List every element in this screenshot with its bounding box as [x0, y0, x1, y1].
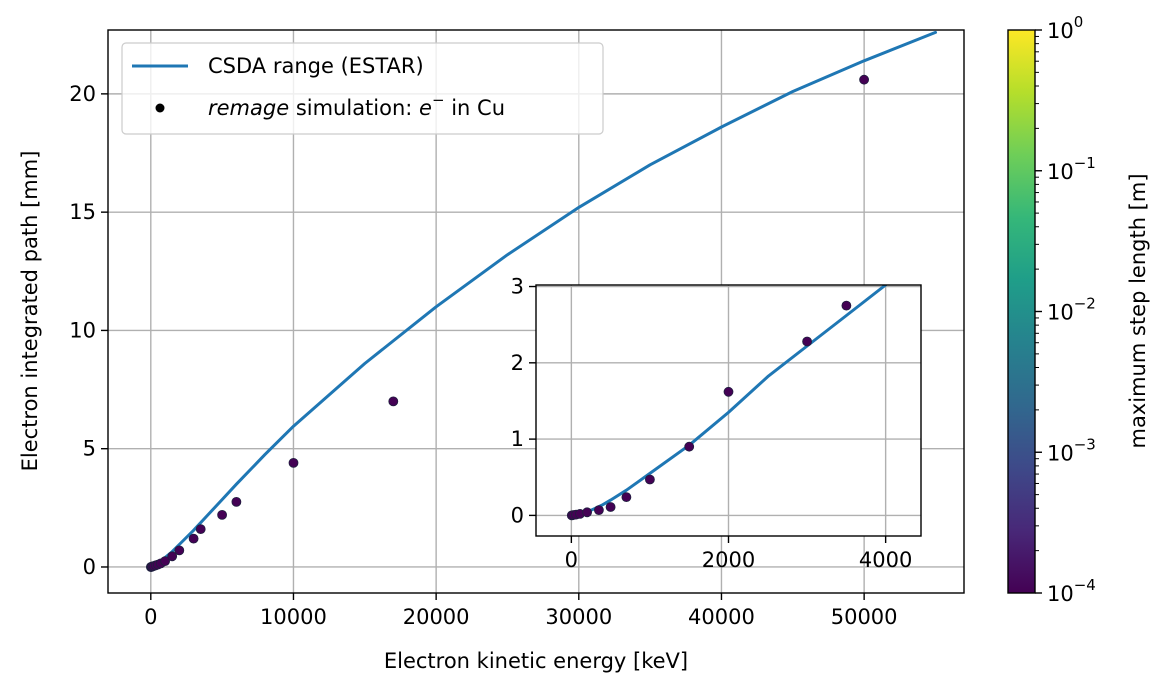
colorbar-tick-label: 10−3 — [1047, 435, 1096, 465]
colorbar: 10−4 10−3 10−2 10−1 100 maximum step length … — [1007, 13, 1150, 606]
inset-simulation-point — [582, 507, 592, 518]
inset-simulation-point — [645, 474, 655, 485]
main-y-tick-label: 15 — [69, 200, 96, 224]
inset-simulation-point — [802, 336, 812, 347]
legend-label-italic: remage — [208, 96, 289, 120]
colorbar-title: maximum step length [m] — [1126, 173, 1150, 448]
inset-y-tick-label: 0 — [511, 503, 524, 527]
inset-x-tick-label: 4000 — [859, 548, 912, 572]
main-x-tick-label: 20000 — [403, 605, 470, 629]
inset-simulation-point — [723, 386, 734, 397]
legend-label-math-sup: − — [432, 91, 445, 109]
main-simulation-point — [231, 496, 242, 507]
main-simulation-point — [217, 510, 228, 520]
inset-grid — [536, 285, 921, 536]
legend-box — [121, 42, 604, 135]
colorbar-ticks: 10−4 10−3 10−2 10−1 100 — [1035, 13, 1096, 606]
main-simulation-point — [160, 556, 171, 566]
main-frame — [107, 29, 965, 594]
colorbar-gradient — [1008, 30, 1035, 593]
legend: CSDA range (ESTAR) remage simulation: e−… — [121, 42, 604, 135]
main-x-tick-label: 40000 — [688, 605, 755, 629]
main-x-tick-label: 30000 — [545, 605, 612, 629]
main-simulation-point — [174, 545, 185, 556]
main-x-tick-label: 50000 — [831, 605, 898, 629]
legend-label-csda: CSDA range (ESTAR) — [208, 54, 424, 78]
y-axis-title: Electron integrated path [mm] — [18, 151, 42, 472]
inset-axes: 0 2000 4000 0 1 2 3 — [511, 275, 922, 572]
main-simulation-point — [388, 396, 399, 407]
main-y-tick-label: 0 — [83, 555, 96, 579]
main-y-tick-label: 5 — [83, 437, 96, 461]
colorbar-tick-label: 10−2 — [1047, 295, 1096, 325]
main-y-tick-label: 10 — [69, 318, 96, 342]
colorbar-tick-label: 10−1 — [1047, 154, 1096, 184]
main-y-tick-label: 20 — [69, 82, 96, 106]
inset-plot-area — [566, 285, 888, 521]
legend-label-suffix: in Cu — [445, 96, 505, 120]
inset-simulation-point — [684, 441, 695, 452]
x-axis-title: Electron kinetic energy [keV] — [384, 649, 688, 673]
inset-ticks: 0 2000 4000 0 1 2 3 — [511, 275, 913, 572]
inset-frame — [535, 284, 922, 537]
main-simulation-point — [188, 533, 199, 544]
main-simulation-point — [859, 74, 869, 85]
main-simulation-point — [195, 524, 206, 534]
main-x-tick-label: 0 — [144, 605, 157, 629]
inset-y-tick-label: 3 — [511, 275, 524, 299]
inset-simulation-point — [594, 505, 604, 516]
inset-y-tick-label: 2 — [511, 351, 524, 375]
colorbar-tick-label: 100 — [1047, 13, 1083, 43]
inset-x-tick-label: 2000 — [702, 548, 755, 572]
main-simulation-point — [288, 457, 299, 468]
inset-x-tick-label: 0 — [565, 548, 578, 572]
legend-label-math-base: e — [419, 96, 432, 120]
inset-simulation-point — [841, 300, 852, 311]
legend-label-simulation: remage simulation: e− in Cu — [208, 91, 505, 120]
legend-label-plain: simulation: — [289, 96, 419, 120]
main-x-tick-label: 10000 — [260, 605, 327, 629]
main-simulation-point — [167, 551, 178, 562]
inset-simulation-point — [605, 502, 616, 512]
inset-y-tick-label: 1 — [511, 427, 524, 451]
colorbar-tick-label: 10−4 — [1047, 576, 1096, 606]
legend-marker-swatch — [155, 103, 165, 113]
inset-simulation-point — [621, 492, 632, 503]
